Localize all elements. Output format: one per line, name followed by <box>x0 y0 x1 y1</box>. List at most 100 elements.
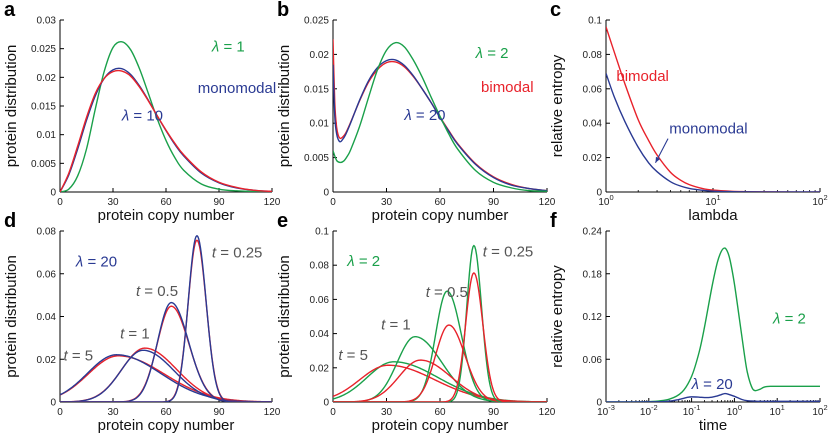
x-tick-label: 120 <box>539 407 556 418</box>
y-tick-label: 0.005 <box>304 153 329 164</box>
x-tick-label: 90 <box>213 197 225 208</box>
y-tick-label: 0.01 <box>37 130 57 141</box>
series-group <box>60 41 272 192</box>
series-line <box>60 235 272 402</box>
x-tick-label: 60 <box>434 197 446 208</box>
y-axis-label: protein distribution <box>276 45 293 168</box>
y-tick-label: 0.06 <box>583 355 603 366</box>
series-line <box>333 41 547 192</box>
x-tick-label: 100 <box>727 403 742 418</box>
annotation-label: λ = 2 <box>475 45 509 62</box>
y-tick-label: 0 <box>50 398 56 409</box>
y-tick-label: 0.015 <box>31 102 56 113</box>
series-group <box>606 26 820 192</box>
panel-label-a: a <box>4 0 16 21</box>
y-tick-label: 0 <box>50 188 56 199</box>
y-axis-label: protein distribution <box>3 255 20 378</box>
x-tick-label: 90 <box>488 197 500 208</box>
x-tick-label: 120 <box>539 197 556 208</box>
x-tick-label: 0 <box>330 197 336 208</box>
annotation-label: bimodal <box>481 79 534 96</box>
x-tick-label: 60 <box>160 197 172 208</box>
y-tick-label: 0.03 <box>37 16 57 27</box>
y-axis-label: relative entropy <box>549 265 566 368</box>
y-tick-label: 0.01 <box>310 119 330 130</box>
annotation-label: t = 1 <box>381 316 411 333</box>
y-tick-label: 0 <box>323 188 329 199</box>
y-tick-label: 0.1 <box>588 16 602 27</box>
annotation-label: λ = 20 <box>75 253 117 270</box>
x-tick-label: 120 <box>264 197 281 208</box>
annotation-label: t = 0.5 <box>136 283 178 300</box>
annotation-arrowhead <box>655 156 661 163</box>
y-tick-label: 0.08 <box>583 50 603 61</box>
y-tick-label: 0.12 <box>583 312 603 323</box>
series-group <box>333 244 547 402</box>
x-tick-label: 30 <box>107 407 119 418</box>
panel-c: c 100 101 102 0 0.02 0.04 0.06 0.08 0.1 lambda rela… <box>549 0 828 224</box>
annotation-label: λ = 20 <box>691 376 733 393</box>
x-tick-label: 60 <box>160 407 172 418</box>
y-tick-label: 0.06 <box>310 295 330 306</box>
y-tick-label: 0.02 <box>583 153 603 164</box>
annotation-label: t = 1 <box>120 325 150 342</box>
y-tick-label: 0 <box>323 398 329 409</box>
x-tick-label: 101 <box>705 193 720 208</box>
panel-label-b: b <box>277 0 289 21</box>
y-tick-label: 0.025 <box>31 44 56 55</box>
x-tick-label: 0 <box>57 197 63 208</box>
series-line <box>60 41 272 192</box>
panel-d: d 0 30 60 90 120 0 0.02 0.04 0.06 0.08 protein copy… <box>3 210 281 434</box>
series-line <box>60 69 272 192</box>
x-tick-label: 120 <box>264 407 281 418</box>
y-axis-label: relative entropy <box>549 54 566 157</box>
series-line <box>333 364 547 402</box>
y-tick-label: 0.04 <box>310 329 330 340</box>
annotation-label: t = 0.5 <box>426 284 468 301</box>
y-tick-label: 0.06 <box>583 84 603 95</box>
x-tick-label: 100 <box>598 193 613 208</box>
x-axis-label: protein copy number <box>372 417 509 434</box>
y-tick-label: 0.04 <box>37 312 57 323</box>
annotation-label: λ = 2 <box>772 311 806 328</box>
y-tick-label: 0.025 <box>304 16 329 27</box>
y-tick-label: 0.015 <box>304 84 329 95</box>
annotation-label: λ = 20 <box>403 107 445 124</box>
y-axis-label: protein distribution <box>3 45 20 168</box>
series-line <box>606 73 820 192</box>
y-tick-label: 0.06 <box>37 269 57 280</box>
y-tick-label: 0.1 <box>315 227 329 238</box>
x-tick-label: 10-1 <box>683 403 701 418</box>
y-tick-label: 0.08 <box>37 227 57 238</box>
annotation-label: t = 5 <box>338 347 368 364</box>
panel-b: b 0 30 60 90 120 0 0.005 0.01 0.015 0.02 0.025 prote… <box>276 0 556 224</box>
x-tick-label: 0 <box>330 407 336 418</box>
panel-label-d: d <box>4 210 16 232</box>
x-tick-label: 102 <box>812 403 827 418</box>
x-axis-label: lambda <box>688 207 738 224</box>
annotation-label: t = 0.25 <box>483 244 533 261</box>
panel-a: a 0 30 60 90 120 0 0.005 0.01 0.015 0.02 0.025 0.03 p… <box>3 0 281 224</box>
x-axis-label: protein copy number <box>372 207 509 224</box>
y-tick-label: 0.04 <box>583 119 603 130</box>
annotation-label: bimodal <box>616 68 669 85</box>
series-group <box>333 39 547 192</box>
panel-e: e 0 30 60 90 120 0 0.02 0.04 0.06 0.08 0.1 protein c… <box>276 210 556 434</box>
annotation-label: t = 0.25 <box>212 245 262 262</box>
x-tick-label: 30 <box>381 407 393 418</box>
series-line <box>333 290 547 402</box>
series-group <box>606 247 820 402</box>
x-tick-label: 10-3 <box>597 403 615 418</box>
x-tick-label: 30 <box>107 197 119 208</box>
y-tick-label: 0.02 <box>37 73 57 84</box>
x-axis-label: protein copy number <box>98 417 235 434</box>
x-tick-label: 90 <box>488 407 500 418</box>
annotation-label: t = 5 <box>64 347 94 364</box>
annotation-label: λ = 2 <box>346 253 380 270</box>
x-axis-label: protein copy number <box>98 207 235 224</box>
series-group <box>60 235 272 402</box>
y-tick-label: 0.08 <box>310 261 330 272</box>
annotation-label: monomodal <box>198 80 276 97</box>
y-tick-label: 0.005 <box>31 159 56 170</box>
